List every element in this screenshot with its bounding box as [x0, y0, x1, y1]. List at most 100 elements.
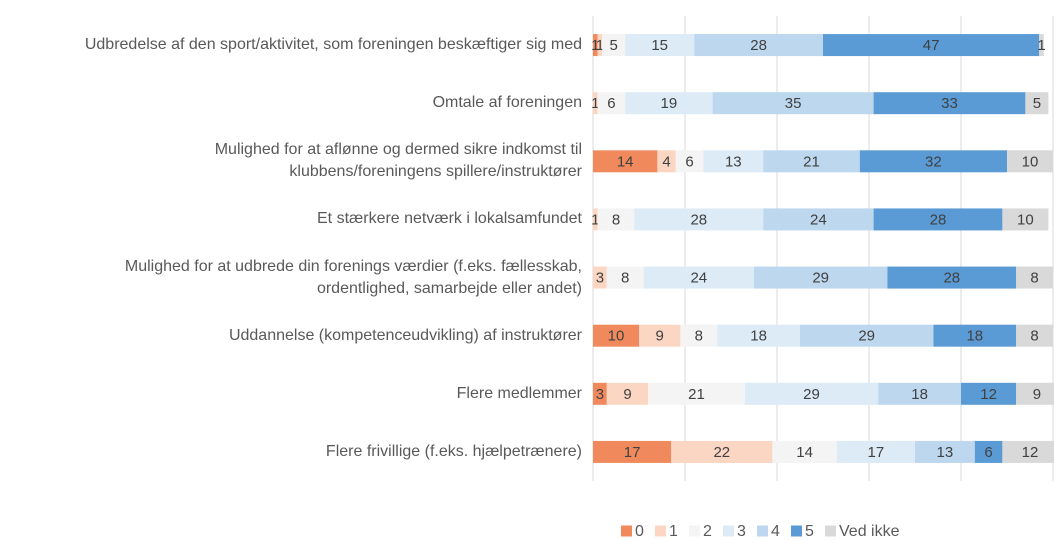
data-label: 1 [591, 95, 599, 112]
bar-segment [593, 208, 598, 231]
bar-segment [593, 34, 598, 57]
bar-segment [625, 92, 713, 115]
bar-segment [836, 440, 915, 463]
data-label: 5 [610, 37, 618, 54]
bar-segment [974, 440, 1003, 463]
data-label: 21 [688, 386, 705, 403]
bar-segment [606, 266, 644, 289]
bar-segment [606, 382, 649, 405]
data-label: 17 [868, 444, 885, 461]
category-label: Et stærkere netværk i lokalsamfundet [317, 210, 582, 228]
legend-swatch [757, 525, 768, 537]
bar-segment [873, 92, 1026, 115]
data-label: 8 [695, 328, 703, 345]
category-label: Omtale af foreningen [432, 94, 582, 112]
data-label: 19 [661, 95, 678, 112]
bar-segment [915, 440, 975, 463]
data-label: 9 [1033, 386, 1041, 403]
data-label: 29 [803, 386, 820, 403]
bar-segment [878, 382, 961, 405]
bar-segment [675, 150, 704, 173]
data-label: 5 [1033, 95, 1041, 112]
data-label: 21 [803, 153, 820, 170]
bar-segment [703, 150, 764, 173]
legend-swatch [791, 525, 802, 537]
bar-segment [712, 92, 874, 115]
category-label: Uddannelse (kompetenceudvikling) af inst… [228, 326, 582, 344]
data-label: 9 [623, 386, 631, 403]
bar-segment [634, 208, 764, 231]
bar-segment [873, 208, 1003, 231]
bar-segment [754, 266, 888, 289]
data-label: 18 [911, 386, 928, 403]
bar-segment [602, 34, 626, 57]
data-label: 18 [750, 328, 767, 345]
data-label: 10 [608, 328, 625, 345]
legend-label: 5 [805, 523, 814, 540]
data-label: 28 [690, 211, 707, 228]
bar-segment [593, 266, 607, 289]
data-label: 1 [596, 37, 604, 54]
data-label: 22 [713, 444, 730, 461]
bar-segment [744, 382, 879, 405]
bar-segment [597, 208, 635, 231]
data-label: 29 [858, 328, 875, 345]
bar-segment [597, 92, 626, 115]
bar-segment [593, 324, 639, 347]
legend-label: 2 [703, 523, 712, 540]
bar-segment [680, 324, 718, 347]
data-label: 1 [1037, 37, 1045, 54]
data-label: 10 [1022, 153, 1039, 170]
bar-segment [823, 34, 1040, 57]
legend-label: 0 [635, 523, 644, 540]
bar-segment [597, 34, 603, 57]
data-label: 32 [925, 153, 942, 170]
bar-segment [648, 382, 745, 405]
bar-segment [1016, 324, 1053, 347]
bar-segment [643, 266, 754, 289]
data-label: 10 [1017, 211, 1034, 228]
data-label: 28 [943, 270, 960, 287]
bar-segment [887, 266, 1017, 289]
bar-segment [763, 150, 860, 173]
data-label: 6 [984, 444, 992, 461]
bar-segment [763, 208, 874, 231]
legend-label: Ved ikke [839, 523, 900, 540]
data-label: 8 [612, 211, 620, 228]
legend-swatch [825, 525, 836, 537]
data-label: 24 [690, 270, 707, 287]
legend-label: 1 [669, 523, 678, 540]
data-label: 8 [1030, 328, 1038, 345]
legend-label: 3 [737, 523, 746, 540]
data-label: 14 [796, 444, 813, 461]
bar-segment [593, 92, 598, 115]
legend-swatch [723, 525, 734, 537]
data-label: 47 [923, 37, 940, 54]
bar-segment [800, 324, 934, 347]
bar-segment [671, 440, 773, 463]
bar-segment [694, 34, 823, 57]
data-label: 3 [596, 386, 604, 403]
data-label: 9 [656, 328, 664, 345]
data-label: 28 [930, 211, 947, 228]
data-label: 24 [810, 211, 827, 228]
bar-segment [593, 150, 658, 173]
data-label: 13 [725, 153, 742, 170]
bar-segment [859, 150, 1007, 173]
bar-segment [1016, 266, 1053, 289]
data-label: 6 [685, 153, 693, 170]
data-label: 29 [812, 270, 829, 287]
bar-segment [1002, 440, 1054, 463]
category-label: Udbredelse af den sport/aktivitet, som f… [84, 36, 582, 54]
legend-swatch [621, 525, 632, 537]
data-label: 1 [591, 37, 599, 54]
data-label: 12 [1022, 444, 1039, 461]
data-label: 35 [785, 95, 802, 112]
data-label: 8 [621, 270, 629, 287]
bar-segment [961, 382, 1017, 405]
legend-swatch [689, 525, 700, 537]
data-label: 13 [937, 444, 954, 461]
data-label: 18 [966, 328, 983, 345]
